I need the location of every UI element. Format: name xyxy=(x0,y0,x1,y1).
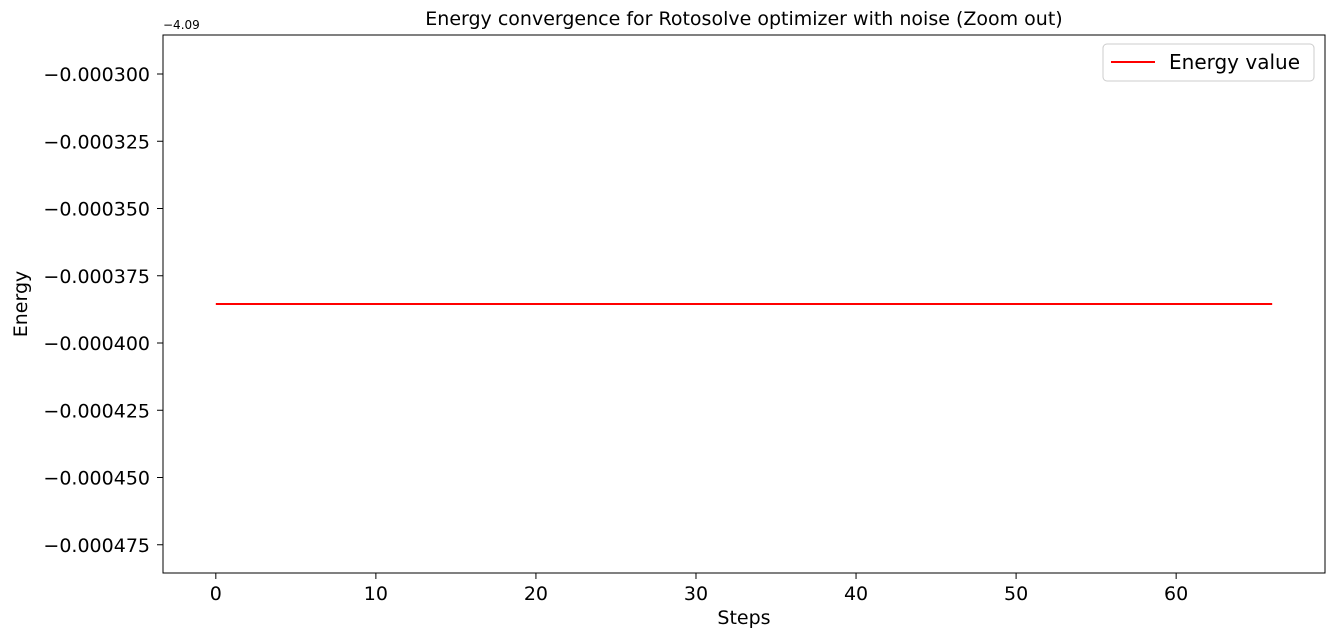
x-tick-label: 10 xyxy=(364,583,388,605)
y-tick-label: −0.000400 xyxy=(43,333,150,355)
y-tick-label: −0.000375 xyxy=(43,266,150,288)
x-tick-label: 20 xyxy=(524,583,548,605)
plot-area xyxy=(162,34,1326,574)
x-tick-label: 0 xyxy=(210,583,222,605)
y-axis: −0.000300 −0.000325 −0.000350 −0.000375 −0.0… xyxy=(43,64,163,557)
x-axis: 0 10 20 30 40 50 60 xyxy=(210,573,1188,605)
legend-label: Energy value xyxy=(1169,50,1300,74)
x-tick-label: 30 xyxy=(684,583,708,605)
legend: Energy value xyxy=(1102,43,1315,82)
x-tick-label: 50 xyxy=(1004,583,1028,605)
y-tick-label: −0.000425 xyxy=(43,400,150,422)
y-tick-label: −0.000300 xyxy=(43,64,150,86)
y-axis-label: Energy xyxy=(10,271,32,338)
y-tick-label: −0.000475 xyxy=(43,535,150,557)
x-tick-label: 40 xyxy=(844,583,868,605)
y-tick-label: −0.000325 xyxy=(43,131,150,153)
x-tick-label: 60 xyxy=(1164,583,1188,605)
y-tick-label: −0.000350 xyxy=(43,199,150,221)
y-axis-offset-label: −4.09 xyxy=(163,18,200,32)
chart-title: Energy convergence for Rotosolve optimiz… xyxy=(425,8,1062,30)
y-tick-label: −0.000450 xyxy=(43,468,150,490)
legend-box xyxy=(1102,43,1315,82)
x-axis-label: Steps xyxy=(717,607,770,629)
